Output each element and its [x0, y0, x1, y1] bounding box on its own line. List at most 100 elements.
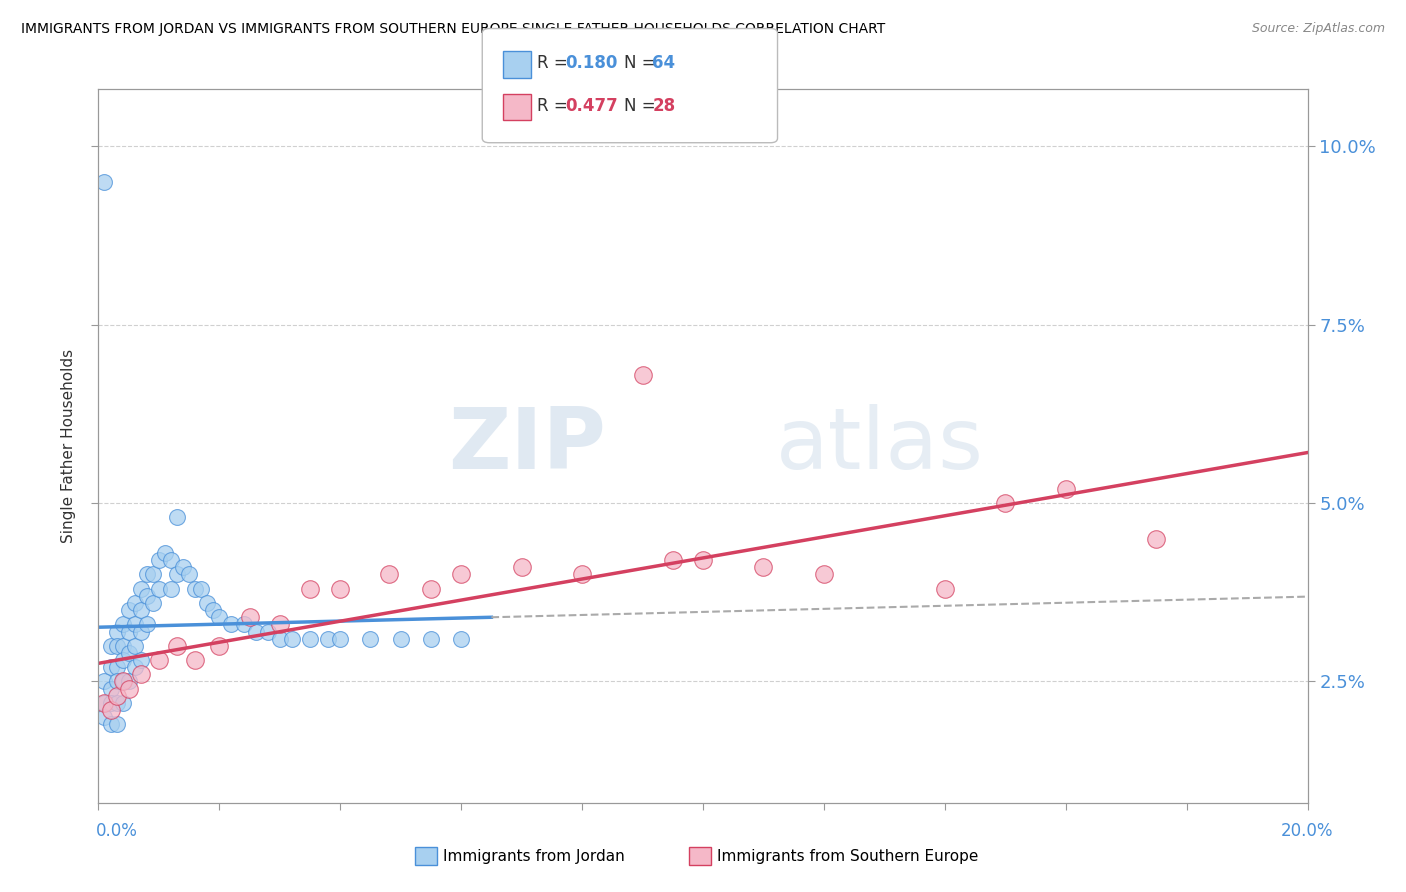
Point: [661, 553, 683, 567]
Point: [316, 632, 339, 646]
Text: N =: N =: [624, 54, 661, 72]
Point: [118, 603, 141, 617]
Text: 20.0%: 20.0%: [1281, 822, 1333, 840]
Point: [124, 617, 146, 632]
Point: [256, 624, 278, 639]
Point: [184, 582, 207, 596]
Point: [281, 632, 304, 646]
Point: [129, 624, 152, 639]
Point: [105, 689, 128, 703]
Point: [329, 582, 352, 596]
Point: [631, 368, 654, 382]
Text: 64: 64: [652, 54, 675, 72]
Point: [118, 681, 141, 696]
Point: [221, 617, 243, 632]
Point: [172, 560, 194, 574]
Point: [299, 632, 322, 646]
Text: 0.477: 0.477: [565, 97, 619, 115]
Point: [129, 582, 152, 596]
Point: [118, 646, 141, 660]
Point: [129, 653, 152, 667]
Point: [105, 624, 128, 639]
Point: [118, 674, 141, 689]
Point: [195, 596, 218, 610]
Point: [202, 603, 225, 617]
Point: [179, 567, 201, 582]
Point: [813, 567, 835, 582]
Point: [111, 674, 134, 689]
Point: [450, 567, 472, 582]
Point: [124, 660, 146, 674]
Point: [135, 617, 157, 632]
Point: [111, 674, 134, 689]
Text: Immigrants from Southern Europe: Immigrants from Southern Europe: [717, 849, 979, 863]
Point: [160, 582, 183, 596]
Point: [1054, 482, 1077, 496]
Point: [269, 632, 291, 646]
Point: [269, 617, 291, 632]
Text: IMMIGRANTS FROM JORDAN VS IMMIGRANTS FROM SOUTHERN EUROPE SINGLE FATHER HOUSEHOL: IMMIGRANTS FROM JORDAN VS IMMIGRANTS FRO…: [21, 22, 886, 37]
Y-axis label: Single Father Households: Single Father Households: [60, 349, 76, 543]
Point: [184, 653, 207, 667]
Point: [420, 632, 443, 646]
Point: [111, 639, 134, 653]
Point: [105, 696, 128, 710]
Point: [142, 567, 165, 582]
Point: [93, 710, 115, 724]
Point: [329, 632, 352, 646]
Text: R =: R =: [537, 97, 574, 115]
Point: [1144, 532, 1167, 546]
Point: [100, 696, 122, 710]
Point: [420, 582, 443, 596]
Point: [93, 696, 115, 710]
Point: [100, 660, 122, 674]
Text: 0.180: 0.180: [565, 54, 617, 72]
Point: [105, 639, 128, 653]
Point: [124, 639, 146, 653]
Point: [100, 703, 122, 717]
Text: Source: ZipAtlas.com: Source: ZipAtlas.com: [1251, 22, 1385, 36]
Point: [93, 696, 115, 710]
Point: [208, 639, 231, 653]
Point: [299, 582, 322, 596]
Point: [105, 674, 128, 689]
Point: [510, 560, 533, 574]
Point: [360, 632, 382, 646]
Point: [111, 696, 134, 710]
Point: [118, 624, 141, 639]
Point: [124, 596, 146, 610]
Point: [148, 553, 170, 567]
Text: 0.0%: 0.0%: [96, 822, 138, 840]
Point: [389, 632, 412, 646]
Point: [105, 717, 128, 731]
Point: [934, 582, 956, 596]
Text: atlas: atlas: [776, 404, 984, 488]
Point: [100, 639, 122, 653]
Point: [93, 175, 115, 189]
Text: 28: 28: [652, 97, 675, 115]
Point: [166, 639, 188, 653]
Point: [135, 589, 157, 603]
Point: [100, 681, 122, 696]
Point: [100, 717, 122, 731]
Point: [166, 510, 188, 524]
Point: [129, 603, 152, 617]
Point: [208, 610, 231, 624]
Text: N =: N =: [624, 97, 661, 115]
Point: [450, 632, 472, 646]
Text: ZIP: ZIP: [449, 404, 606, 488]
Point: [93, 674, 115, 689]
Point: [135, 567, 157, 582]
Point: [160, 553, 183, 567]
Point: [232, 617, 254, 632]
Point: [692, 553, 714, 567]
Point: [239, 610, 262, 624]
Point: [752, 560, 775, 574]
Point: [153, 546, 176, 560]
Point: [190, 582, 212, 596]
Text: R =: R =: [537, 54, 574, 72]
Point: [111, 617, 134, 632]
Point: [142, 596, 165, 610]
Point: [994, 496, 1017, 510]
Point: [105, 660, 128, 674]
